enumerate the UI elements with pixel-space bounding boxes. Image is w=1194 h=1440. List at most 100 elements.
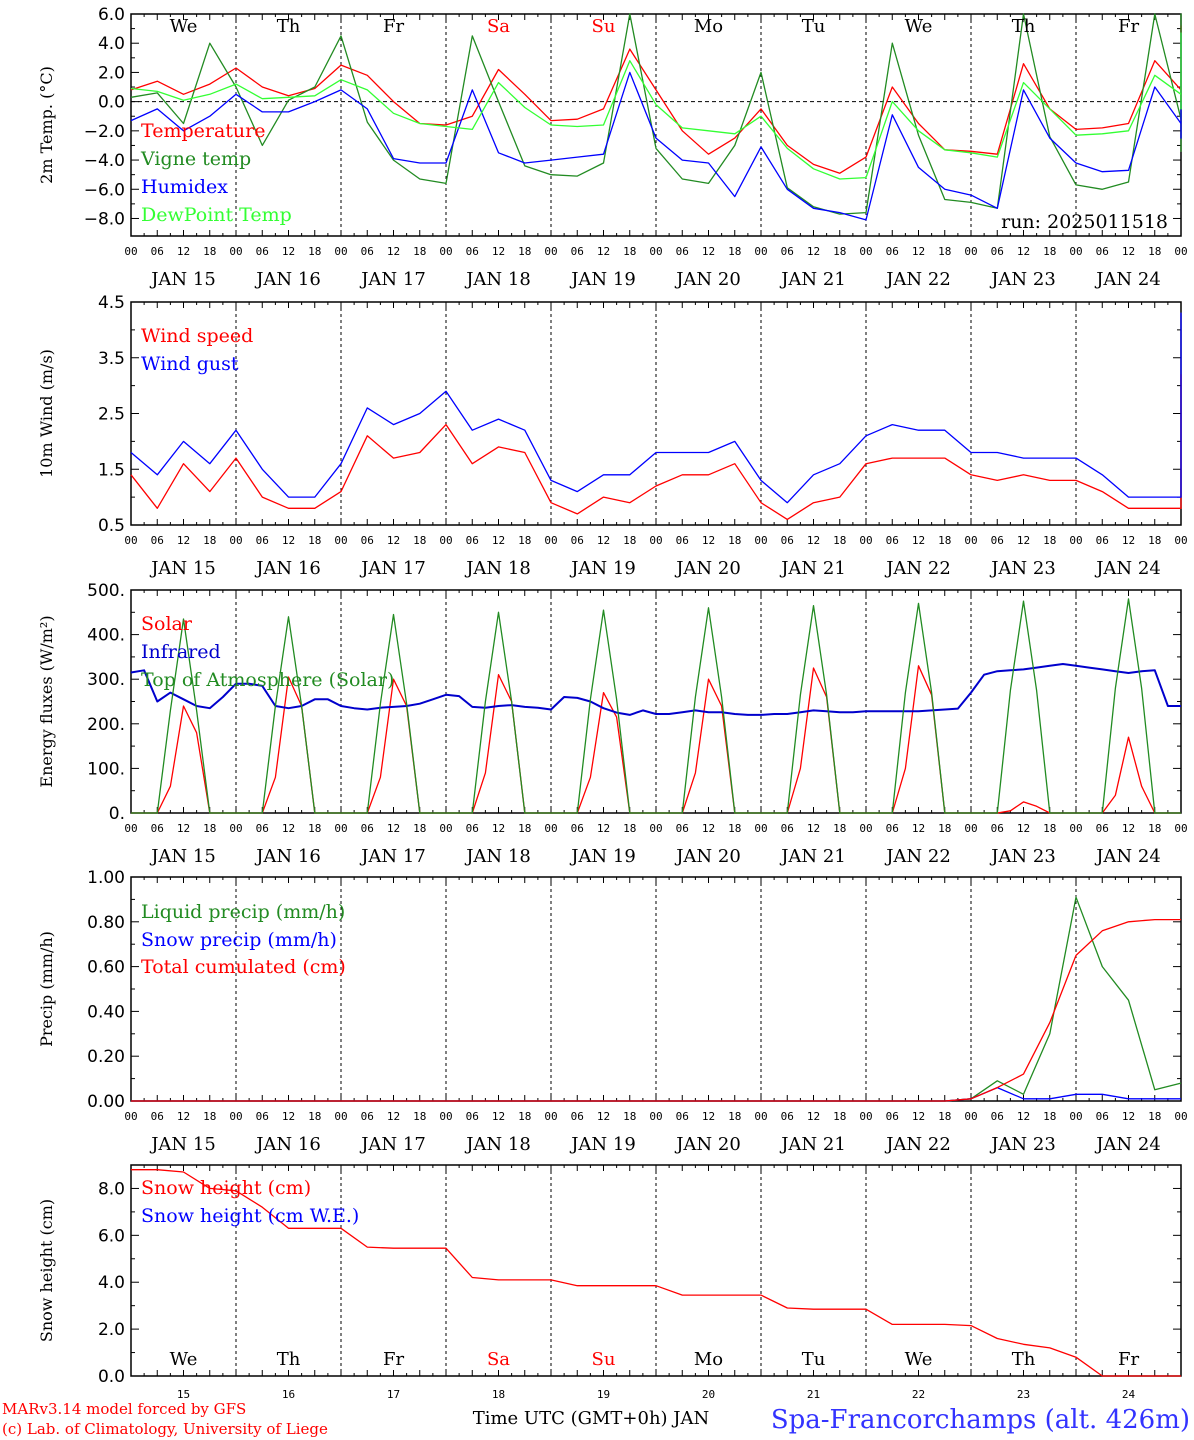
y-tick-label: 0.5 xyxy=(98,516,125,536)
hour-tick-label: 18 xyxy=(518,1110,531,1123)
hour-tick-label: 00 xyxy=(964,822,977,835)
day-number: 21 xyxy=(807,1388,820,1401)
hour-tick-label: 12 xyxy=(282,1110,295,1123)
hour-tick-label: 12 xyxy=(1122,822,1135,835)
hour-tick-label: 00 xyxy=(859,245,872,258)
hour-tick-label: 12 xyxy=(1017,245,1030,258)
hour-tick-label: 00 xyxy=(1069,1110,1082,1123)
hour-tick-label: 00 xyxy=(1174,534,1187,547)
hour-tick-label: 00 xyxy=(124,245,137,258)
hour-tick-label: 18 xyxy=(413,822,426,835)
hour-tick-label: 06 xyxy=(886,245,899,258)
hour-tick-label: 18 xyxy=(938,245,951,258)
series-line-humidex xyxy=(130,32,1182,221)
date-label: JAN 23 xyxy=(989,558,1056,579)
hour-tick-label: 00 xyxy=(229,245,242,258)
day-number: 19 xyxy=(597,1388,610,1401)
y-tick-label: 400. xyxy=(87,626,125,646)
y-axis-label: Snow height (cm) xyxy=(37,1199,56,1342)
hour-tick-label: 06 xyxy=(1096,1110,1109,1123)
hour-tick-label: 00 xyxy=(334,1110,347,1123)
weekday-label-bottom: Th xyxy=(277,1349,301,1370)
legend-entry: Humidex xyxy=(141,176,228,198)
hour-tick-label: 12 xyxy=(702,534,715,547)
hour-tick-label: 00 xyxy=(229,822,242,835)
hour-tick-label: 06 xyxy=(886,1110,899,1123)
hour-tick-label: 18 xyxy=(833,534,846,547)
hour-tick-label: 00 xyxy=(754,1110,767,1123)
hour-tick-label: 00 xyxy=(964,245,977,258)
hour-tick-label: 06 xyxy=(361,1110,374,1123)
hour-tick-label: 06 xyxy=(571,822,584,835)
hour-tick-label: 18 xyxy=(413,534,426,547)
hour-tick-label: 06 xyxy=(151,245,164,258)
hour-tick-label: 12 xyxy=(177,822,190,835)
hour-tick-label: 00 xyxy=(334,534,347,547)
hour-tick-label: 06 xyxy=(676,822,689,835)
hour-tick-label: 18 xyxy=(203,1110,216,1123)
hour-tick-label: 18 xyxy=(518,822,531,835)
weekday-label-top: Fr xyxy=(1118,16,1139,37)
weekday-label-bottom: Sa xyxy=(487,1349,510,1370)
hour-tick-label: 00 xyxy=(754,534,767,547)
hour-tick-label: 06 xyxy=(991,822,1004,835)
hour-tick-label: 06 xyxy=(1096,534,1109,547)
panel-2 xyxy=(130,301,1182,526)
date-label: JAN 24 xyxy=(1094,846,1161,867)
legend-entry: Wind gust xyxy=(141,353,239,375)
hour-tick-label: 12 xyxy=(387,534,400,547)
hour-tick-label: 12 xyxy=(807,245,820,258)
y-tick-label: 0.80 xyxy=(87,913,125,933)
hour-tick-label: 18 xyxy=(938,534,951,547)
hour-tick-label: 12 xyxy=(387,822,400,835)
legend-entry: Wind speed xyxy=(141,325,253,347)
hour-tick-label: 12 xyxy=(282,822,295,835)
hour-tick-label: 18 xyxy=(203,534,216,547)
date-label: JAN 22 xyxy=(884,269,951,290)
hour-tick-label: 18 xyxy=(833,822,846,835)
hour-tick-label: 00 xyxy=(439,245,452,258)
hour-tick-label: 18 xyxy=(833,1110,846,1123)
hour-tick-label: 12 xyxy=(807,534,820,547)
hour-tick-label: 06 xyxy=(991,1110,1004,1123)
hour-tick-label: 06 xyxy=(466,822,479,835)
hour-tick-label: 12 xyxy=(597,822,610,835)
hour-tick-label: 06 xyxy=(256,534,269,547)
lab-credit: (c) Lab. of Climatology, University of L… xyxy=(2,1420,328,1438)
date-label: JAN 23 xyxy=(989,846,1056,867)
date-label: JAN 17 xyxy=(359,269,426,290)
legend-entry: Top of Atmosphere (Solar) xyxy=(141,669,394,691)
day-number: 17 xyxy=(387,1388,400,1401)
hour-tick-label: 18 xyxy=(1148,1110,1161,1123)
hour-tick-label: 18 xyxy=(308,822,321,835)
hour-tick-label: 00 xyxy=(229,1110,242,1123)
y-axis-label: 10m Wind (m/s) xyxy=(37,349,56,478)
y-tick-label: −2.0 xyxy=(84,122,125,142)
station-label: Spa-Francorchamps (alt. 426m) xyxy=(771,1405,1190,1435)
hour-tick-label: 12 xyxy=(1122,245,1135,258)
panel-1 xyxy=(130,13,1182,237)
date-label: JAN 21 xyxy=(779,558,846,579)
hour-tick-label: 00 xyxy=(439,822,452,835)
hour-tick-label: 18 xyxy=(728,245,741,258)
hour-tick-label: 18 xyxy=(938,1110,951,1123)
hour-tick-label: 06 xyxy=(781,534,794,547)
hour-tick-label: 00 xyxy=(124,534,137,547)
date-label: JAN 23 xyxy=(989,269,1056,290)
date-label: JAN 24 xyxy=(1094,269,1161,290)
date-label: JAN 19 xyxy=(569,1134,636,1155)
y-tick-label: 0.60 xyxy=(87,958,125,978)
date-label: JAN 15 xyxy=(149,269,216,290)
hour-tick-label: 06 xyxy=(886,822,899,835)
y-tick-label: 8.0 xyxy=(98,1179,125,1199)
weekday-label-top: Su xyxy=(592,16,616,37)
day-number: 18 xyxy=(492,1388,505,1401)
weekday-label-bottom: Mo xyxy=(694,1349,723,1370)
date-label: JAN 16 xyxy=(254,1134,321,1155)
legend-entry: Temperature xyxy=(141,120,265,142)
day-number: 16 xyxy=(282,1388,295,1401)
hour-tick-label: 00 xyxy=(124,1110,137,1123)
y-tick-label: −4.0 xyxy=(84,151,125,171)
hour-tick-label: 18 xyxy=(833,245,846,258)
